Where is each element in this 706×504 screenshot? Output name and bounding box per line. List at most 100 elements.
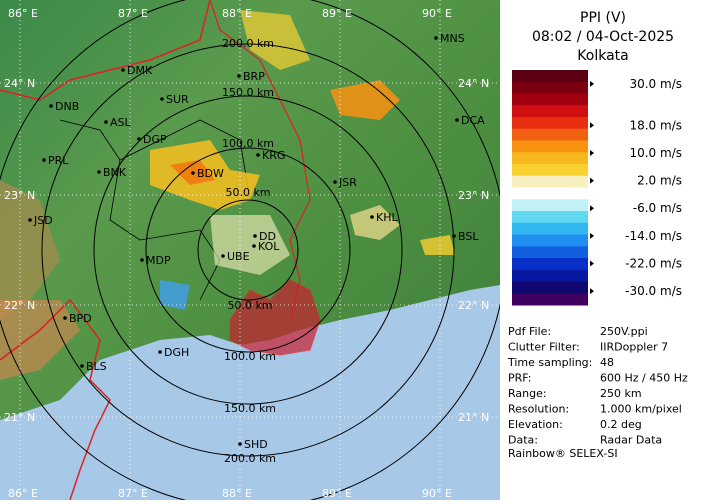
city-label: BSL [458, 230, 479, 243]
datetime: 08:02 / 04-Oct-2025 [532, 29, 674, 45]
city-dot [238, 442, 242, 446]
color-band [512, 246, 588, 259]
city-label: DNB [55, 100, 79, 113]
station: Kolkata [577, 48, 628, 64]
city-dot [333, 180, 337, 184]
info-value: 1.000 km/pixel [600, 403, 682, 416]
ring-label: 200.0 km [222, 37, 274, 50]
city-label: BLS [86, 360, 107, 373]
lat-label: 23° N [458, 189, 489, 202]
lon-label: 88° E [222, 487, 252, 500]
info-table: Pdf File: 250V.ppi Clutter Filter: IIRDoppl… [507, 325, 688, 447]
color-band [512, 222, 588, 235]
echoes [150, 10, 455, 310]
tick-mark [590, 260, 594, 267]
city-label: DD [259, 230, 276, 243]
tick-mark [590, 80, 594, 87]
city-label: DGP [143, 133, 167, 146]
sundarbans [229, 279, 321, 356]
ring-labels: 200.0 km 150.0 km 100.0 km 50.0 km 50.0 km 10… [222, 37, 276, 465]
footer: Rainbow® SELEX-SI [508, 447, 618, 460]
info-value: 250 km [600, 387, 642, 400]
range-rings [0, 0, 500, 500]
lon-label: 89° E [322, 487, 352, 500]
city-dot [452, 234, 456, 238]
cities: MNS DMK BRP SUR DNB ASL DGP DCA KRG PRL BNK BDW JSR K… [28, 32, 485, 451]
city-label: BDW [197, 167, 224, 180]
city-dot [49, 104, 53, 108]
city-label: MNS [440, 32, 465, 45]
color-band [512, 140, 588, 153]
sea [0, 285, 500, 500]
info-label: Pdf File: [508, 325, 551, 338]
border [209, 0, 311, 321]
city-dot [140, 258, 144, 262]
tick-mark [590, 288, 594, 295]
lat-label: 24° N [458, 77, 489, 90]
info-value: IIRDoppler 7 [600, 341, 668, 354]
city-dot [104, 120, 108, 124]
lat-label: 22° N [458, 299, 489, 312]
lon-label: 90° E [422, 487, 452, 500]
city-label: BRP [243, 70, 265, 83]
tick-mark [590, 177, 594, 184]
color-band [512, 117, 588, 130]
city-dot [97, 170, 101, 174]
tick-label: -22.0 m/s [625, 257, 682, 271]
ring-label: 150.0 km [224, 402, 276, 415]
city-dot [252, 244, 256, 248]
city-dot [455, 118, 459, 122]
border [0, 298, 111, 500]
city-label: PRL [48, 154, 69, 167]
city-label: SUR [166, 93, 189, 106]
city-label: KRG [262, 149, 285, 162]
city-dot [237, 74, 241, 78]
info-value: 250V.ppi [600, 325, 648, 338]
city-label: KHL [376, 211, 398, 224]
color-band [512, 234, 588, 247]
lat-label: 23° N [4, 189, 35, 202]
info-label: Time sampling: [507, 356, 592, 369]
info-label: Resolution: [508, 403, 569, 416]
color-band [512, 269, 588, 282]
info-label: Data: [508, 434, 538, 447]
lat-label: 22° N [4, 299, 35, 312]
city-label: DGH [164, 346, 189, 359]
tick-mark [590, 122, 594, 129]
tick-label: -6.0 m/s [633, 201, 682, 215]
lon-label: 87° E [118, 7, 148, 20]
colorbar: 30.0 m/s 18.0 m/s 10.0 m/s 2.0 m/s -6.0 m/s -… [512, 70, 682, 306]
tick-label: 18.0 m/s [629, 118, 682, 132]
tick-label: -14.0 m/s [625, 229, 682, 243]
border [0, 0, 211, 101]
city-label: KOL [258, 240, 280, 253]
info-label: Elevation: [508, 418, 563, 431]
ring-label: 100.0 km [222, 137, 274, 150]
city-label: MDP [146, 254, 171, 267]
lon-label: 86° E [8, 7, 38, 20]
city-dot [42, 158, 46, 162]
city-dot [370, 215, 374, 219]
ring-label: 150.0 km [222, 86, 274, 99]
city-dot [137, 137, 141, 141]
ring-label: 200.0 km [224, 452, 276, 465]
lat-label: 21° N [458, 411, 489, 424]
tick-label: -30.0 m/s [625, 284, 682, 298]
tick-mark [590, 205, 594, 212]
info-label: Clutter Filter: [508, 341, 580, 354]
city-dot [191, 171, 195, 175]
lon-label: 87° E [118, 487, 148, 500]
color-band [512, 81, 588, 94]
city-dot [121, 68, 125, 72]
lon-label: 86° E [8, 487, 38, 500]
color-band [512, 164, 588, 177]
city-dot [63, 316, 67, 320]
lat-label: 24° N [4, 77, 35, 90]
info-value: 600 Hz / 450 Hz [600, 372, 688, 385]
city-label: JSR [338, 176, 357, 189]
info-label: Range: [508, 387, 547, 400]
lon-label: 88° E [222, 7, 252, 20]
city-dot [158, 350, 162, 354]
city-dot [80, 364, 84, 368]
